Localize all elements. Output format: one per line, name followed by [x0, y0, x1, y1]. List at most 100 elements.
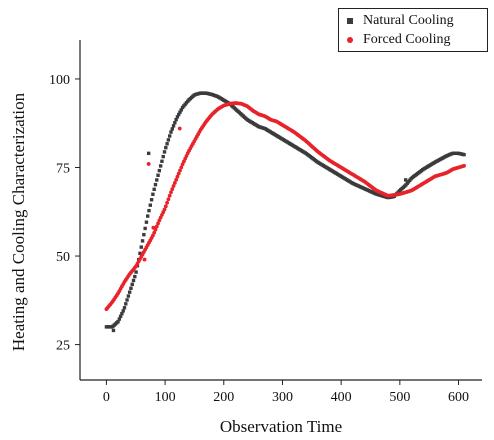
data-point [126, 294, 131, 298]
data-point [175, 174, 180, 179]
data-point [140, 239, 145, 243]
legend-circle-marker-icon [347, 37, 353, 43]
data-point [121, 309, 125, 313]
y-axis-label: Heating and Cooling Characterization [9, 92, 28, 351]
legend-label: Forced Cooling [363, 32, 451, 47]
data-point [170, 187, 175, 192]
data-point [167, 134, 172, 138]
axes: 0 100 200 300 400 500 600 25 50 75 100 Observation … [9, 40, 482, 436]
data-point [172, 181, 177, 185]
data-point [153, 182, 158, 187]
data-point [118, 314, 123, 319]
x-tick-label: 300 [272, 390, 293, 405]
data-point [111, 328, 116, 333]
x-axis-label: Observation Time [220, 417, 342, 436]
data-point [150, 233, 155, 238]
data-point [139, 245, 143, 249]
plot-area [104, 91, 466, 333]
x-tick-label: 0 [103, 390, 110, 405]
x-tick-label: 200 [213, 390, 234, 405]
data-point [179, 108, 183, 112]
data-point [169, 190, 173, 195]
data-point [116, 319, 120, 324]
data-point [131, 278, 136, 283]
data-point [165, 142, 169, 146]
data-point [167, 193, 172, 198]
data-point [151, 192, 155, 196]
data-point [163, 204, 168, 209]
data-point [462, 152, 466, 157]
data-point [147, 208, 151, 213]
data-point [146, 151, 151, 156]
data-point [125, 298, 129, 302]
data-point [178, 110, 182, 114]
data-point [117, 317, 122, 321]
data-point [165, 200, 169, 205]
data-point [146, 214, 150, 218]
legend-item-forced-cooling: Forced Cooling [347, 31, 451, 49]
data-point [174, 177, 179, 182]
legend-label: Natural Cooling [363, 13, 454, 28]
data-point [138, 251, 142, 256]
legend-square-marker-icon [347, 18, 353, 24]
data-point [142, 232, 146, 237]
data-point [177, 126, 182, 131]
series-forced-cooling [104, 101, 466, 312]
data-point [156, 173, 160, 177]
y-tick-label: 75 [56, 162, 70, 177]
data-point [169, 130, 173, 134]
data-point [134, 270, 138, 274]
data-point [129, 286, 133, 290]
data-point [160, 159, 164, 163]
data-point [158, 164, 163, 168]
data-point [156, 221, 160, 226]
data-point [176, 171, 181, 176]
data-point [171, 184, 176, 188]
data-point [133, 274, 137, 279]
data-point [175, 115, 180, 119]
data-point [162, 207, 167, 212]
x-tick-label: 600 [448, 390, 469, 405]
data-point [151, 225, 156, 230]
x-tick-label: 400 [331, 390, 352, 405]
data-point [120, 311, 124, 316]
x-tick-label: 500 [389, 390, 410, 405]
data-point [173, 121, 177, 125]
data-point [130, 282, 134, 287]
data-point [152, 187, 156, 192]
x-tick-label: 100 [155, 390, 176, 405]
data-point [404, 178, 408, 182]
data-point [157, 168, 162, 173]
data-point [155, 178, 159, 182]
y-tick-label: 100 [49, 73, 70, 88]
legend-item-natural-cooling: Natural Cooling [347, 12, 454, 30]
data-point [144, 220, 149, 224]
data-point [161, 154, 165, 159]
y-tick-label: 25 [56, 339, 70, 354]
data-point [152, 230, 157, 235]
data-point [146, 162, 151, 166]
y-tick-label: 50 [56, 250, 70, 265]
data-point [178, 168, 182, 173]
data-point [164, 145, 168, 150]
data-point [143, 226, 147, 231]
data-point [162, 150, 167, 154]
data-point [170, 127, 174, 131]
data-point [124, 302, 128, 306]
data-point [166, 197, 171, 202]
chart-legend: Natural Cooling Forced Cooling [338, 8, 488, 52]
data-point [154, 224, 159, 229]
data-point [177, 112, 181, 117]
data-point [149, 198, 154, 202]
data-point [179, 165, 184, 170]
data-point [462, 163, 466, 168]
data-point [174, 117, 178, 122]
data-point [122, 306, 127, 310]
data-point [142, 257, 147, 262]
data-point [166, 138, 171, 142]
data-point [127, 290, 132, 294]
data-point [148, 203, 153, 207]
data-point [171, 124, 176, 128]
